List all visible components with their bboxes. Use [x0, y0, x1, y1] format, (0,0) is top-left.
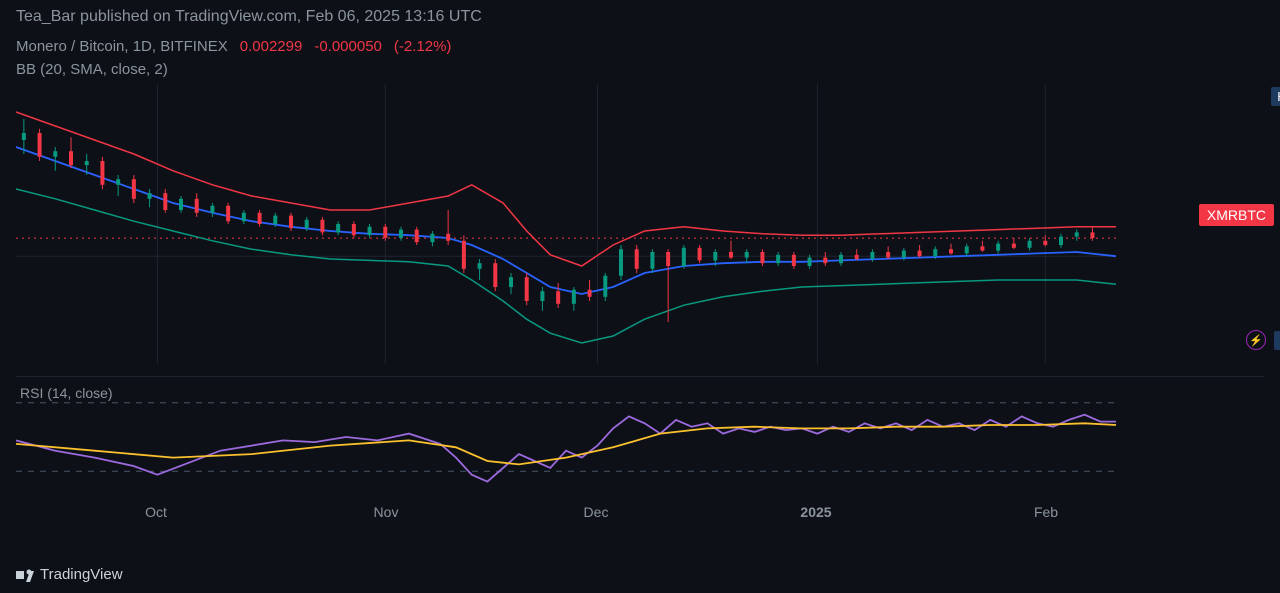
publisher-text: Tea_Bar published on TradingView.com, Fe…: [16, 8, 482, 25]
main-price-chart[interactable]: XMRBTC 0.003500 High 0.003244 0.002376 0…: [16, 84, 1264, 364]
symbol-change-abs: -0.000050: [314, 38, 382, 55]
time-axis: Oct Nov Dec 2025 Feb: [16, 504, 1264, 534]
lightning-icon: ⚡: [1246, 330, 1266, 350]
symbol-price: 0.002299: [240, 38, 303, 55]
tradingview-logo: TradingView: [16, 566, 123, 583]
tv-icon: [16, 568, 34, 582]
xaxis-nov: Nov: [374, 504, 399, 520]
symbol-change-pct: (-2.12%): [394, 38, 452, 55]
high-badge: High: [1271, 87, 1280, 106]
xaxis-oct: Oct: [145, 504, 167, 520]
low-badge: Low: [1274, 331, 1280, 350]
symbol-tag: XMRBTC: [1199, 204, 1274, 226]
symbol-name: Monero / Bitcoin, 1D, BITFINEX: [16, 38, 228, 55]
xaxis-2025: 2025: [800, 504, 831, 520]
rsi-indicator-label: RSI (14, close): [20, 385, 113, 401]
rsi-chart[interactable]: RSI (14, close) 75.00 58.88 57.30 25.00: [16, 376, 1264, 496]
xaxis-feb: Feb: [1034, 504, 1058, 520]
xaxis-dec: Dec: [584, 504, 609, 520]
symbol-info: Monero / Bitcoin, 1D, BITFINEX 0.002299 …: [16, 34, 1264, 59]
publish-header: Tea_Bar published on TradingView.com, Fe…: [0, 0, 1280, 34]
brand-text: TradingView: [40, 566, 123, 583]
bb-indicator-label: BB (20, SMA, close, 2): [16, 59, 1264, 80]
